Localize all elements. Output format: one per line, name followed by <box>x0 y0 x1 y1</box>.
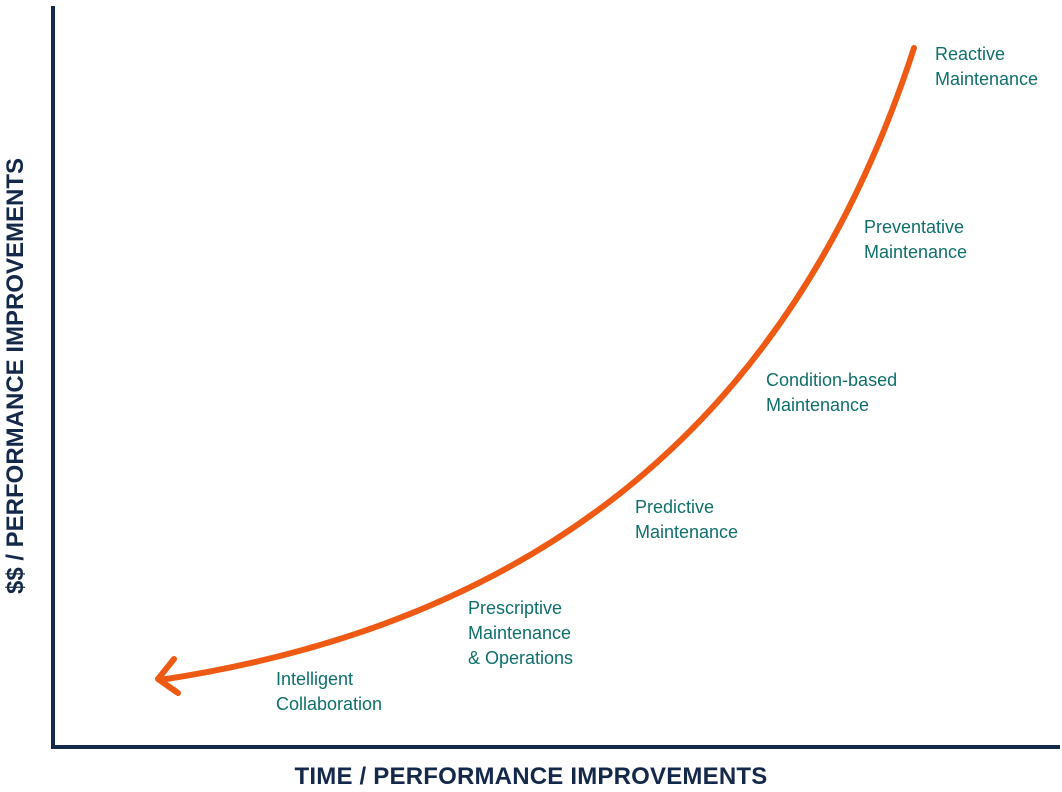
x-axis-title: TIME / PERFORMANCE IMPROVEMENTS <box>294 763 768 790</box>
stage-label-preventative: Preventative Maintenance <box>864 215 967 265</box>
stage-label-line: Predictive <box>635 497 715 517</box>
maturity-curve <box>157 45 917 683</box>
stage-label-line: Maintenance <box>864 242 968 262</box>
stage-label-line: Collaboration <box>276 694 383 714</box>
stage-label-condition-based: Condition-based Maintenance <box>766 368 897 418</box>
stage-label-line: Intelligent <box>276 669 354 689</box>
stage-label-line: Maintenance <box>635 522 739 542</box>
stage-label-prescriptive: Prescriptive Maintenance & Operations <box>468 596 573 671</box>
stage-label-line: Preventative <box>864 217 965 237</box>
y-axis-title: $$ / PERFORMANCE IMPROVEMENTS <box>2 157 29 595</box>
stage-label-line: & Operations <box>468 648 574 668</box>
stage-label-line: Reactive <box>935 44 1006 64</box>
stage-label-intelligent-collaboration: Intelligent Collaboration <box>276 667 382 717</box>
curve-arrowhead-icon <box>155 656 181 696</box>
stage-label-line: Condition-based <box>766 370 898 390</box>
stage-label-reactive: Reactive Maintenance <box>935 42 1038 92</box>
stage-label-predictive: Predictive Maintenance <box>635 495 738 545</box>
stage-label-line: Maintenance <box>935 69 1039 89</box>
stage-label-line: Prescriptive <box>468 598 563 618</box>
stage-label-line: Maintenance <box>766 395 870 415</box>
stage-label-line: Maintenance <box>468 623 572 643</box>
